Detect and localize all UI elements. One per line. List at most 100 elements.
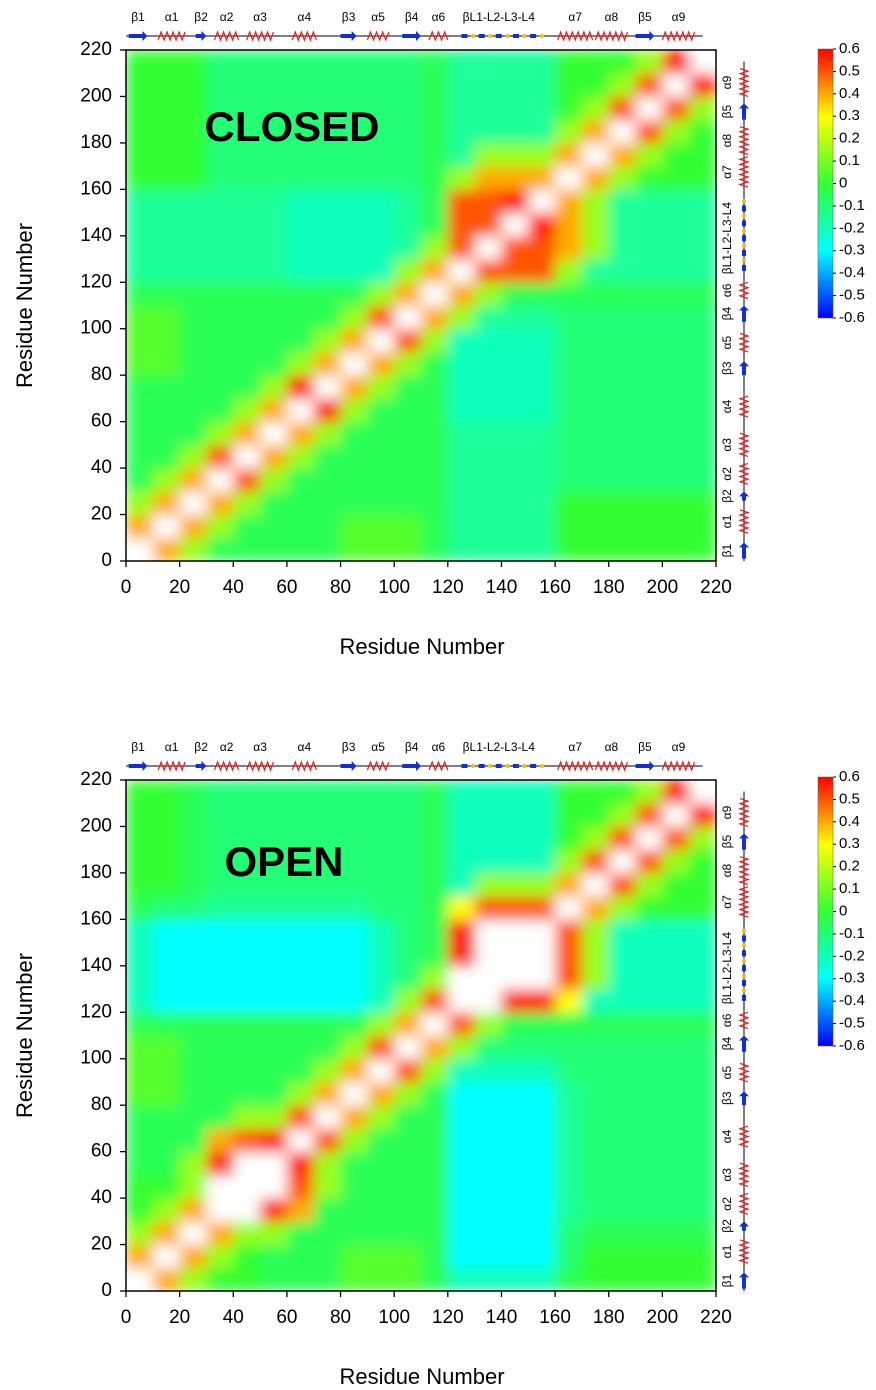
heatmap-cell: [447, 1105, 476, 1129]
heatmap-cell: [635, 1128, 663, 1153]
heatmap-cell: [367, 375, 395, 399]
heatmap-cell: [474, 1267, 502, 1291]
heatmap-cell: [474, 849, 502, 874]
heatmap-cell: [394, 1035, 422, 1060]
heatmap-cell: [528, 398, 556, 423]
heatmap-cell: [126, 119, 154, 144]
heatmap-cell: [340, 375, 368, 399]
ss-helix: [738, 1011, 750, 1030]
heatmap-cell: [233, 375, 261, 399]
heatmap-cell: [555, 1012, 583, 1036]
heatmap-cell: [447, 375, 476, 399]
heatmap-cell: [501, 119, 529, 144]
heatmap-cell: [233, 50, 261, 74]
y-tick-label: 180: [80, 132, 112, 153]
heatmap-cell: [447, 803, 476, 827]
heatmap-cell: [206, 896, 234, 920]
heatmap-cell: [394, 803, 422, 827]
heatmap-cell: [555, 1035, 583, 1060]
heatmap-cell: [501, 259, 529, 283]
heatmap-cell: [260, 896, 288, 920]
heatmap-cell: [126, 50, 154, 74]
heatmap-cell: [608, 1081, 637, 1106]
heatmap-cell: [689, 1035, 716, 1060]
ss-label: β3: [720, 361, 734, 375]
heatmap-cell: [340, 444, 368, 469]
heatmap-cell: [581, 491, 610, 516]
ss-loop-turn: [522, 763, 527, 769]
ss-loop-turn: [522, 33, 527, 39]
heatmap-cell: [206, 468, 234, 492]
heatmap-cell: [581, 1221, 610, 1246]
heatmap-cell: [555, 780, 583, 804]
heatmap-cell: [581, 1198, 610, 1222]
colorbar-tick-label: -0.3: [839, 970, 865, 987]
heatmap-cell: [581, 537, 610, 561]
heatmap-cell: [313, 96, 342, 121]
heatmap-cell: [662, 235, 690, 260]
heatmap-cell: [394, 328, 422, 353]
heatmap-cell: [474, 803, 502, 827]
heatmap-cell: [689, 398, 716, 423]
heatmap-cell: [474, 1128, 502, 1153]
heatmap-cell: [260, 235, 288, 260]
heatmap-cell: [421, 1058, 449, 1083]
heatmap-cell: [206, 212, 234, 237]
ss-label: α6: [432, 10, 446, 24]
heatmap-cell: [528, 235, 556, 260]
heatmap-cell: [662, 826, 690, 851]
heatmap-cell: [581, 166, 610, 190]
heatmap-cell: [260, 421, 288, 446]
ss-loop-turn: [470, 33, 476, 39]
colorbar-tick-label: 0.4: [839, 85, 860, 102]
heatmap-cell: [581, 849, 610, 874]
y-tick-label: 80: [91, 1094, 112, 1115]
heatmap-cell: [367, 1151, 395, 1176]
heatmap-cell: [474, 1244, 502, 1269]
heatmap-cell: [260, 1151, 288, 1176]
heatmap-cell: [447, 1244, 476, 1269]
heatmap-cell: [206, 421, 234, 446]
heatmap-cell: [233, 351, 261, 376]
heatmap-cell: [206, 50, 234, 74]
heatmap-cell: [421, 444, 449, 469]
heatmap-cell: [662, 398, 690, 423]
heatmap-cell: [555, 1267, 583, 1291]
heatmap-cell: [394, 1105, 422, 1129]
ss-label: α1: [165, 740, 179, 754]
heatmap-cell: [260, 282, 288, 306]
ss-label: α5: [371, 10, 385, 24]
heatmap-cell: [260, 142, 288, 167]
heatmap-cell: [421, 803, 449, 827]
heatmap-cell: [447, 166, 476, 190]
heatmap-cell: [474, 235, 502, 260]
heatmap-cell: [126, 468, 154, 492]
ss-loop-turn: [741, 928, 747, 934]
heatmap-cell: [474, 375, 502, 399]
heatmap-cell: [206, 965, 234, 990]
heatmap-cell: [447, 398, 476, 423]
y-tick-label: 200: [80, 815, 112, 836]
heatmap-cell: [555, 1058, 583, 1083]
heatmap-cell: [555, 537, 583, 561]
heatmap-cell: [394, 212, 422, 237]
heatmap-cell: [474, 468, 502, 492]
heatmap-cell: [340, 142, 368, 167]
heatmap-cell: [179, 803, 207, 827]
heatmap-cell: [608, 1035, 637, 1060]
heatmap-cell: [286, 50, 315, 74]
heatmap-cell: [501, 872, 529, 897]
colorbar-tick-label: -0.4: [839, 264, 865, 281]
heatmap-cell: [528, 849, 556, 874]
ss-loop-strand: [742, 980, 746, 987]
heatmap-cell: [260, 212, 288, 237]
heatmap-cell: [367, 305, 395, 330]
ss-loop-strand: [495, 764, 502, 768]
heatmap-cell: [179, 375, 207, 399]
heatmap-cell: [608, 919, 637, 944]
heatmap-cell: [313, 1058, 342, 1083]
heatmap-cell: [447, 1012, 476, 1036]
heatmap-cell: [260, 919, 288, 944]
heatmap-cell: [662, 537, 690, 561]
heatmap-cell: [260, 398, 288, 423]
